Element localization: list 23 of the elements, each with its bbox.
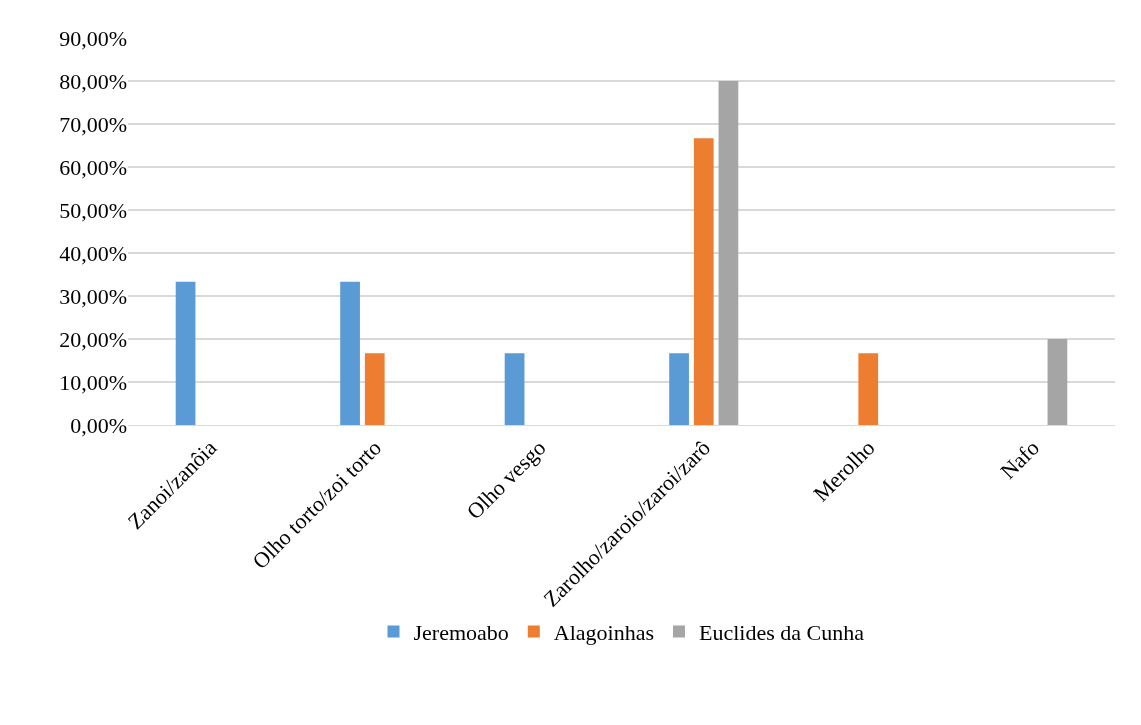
y-tick-label: 30,00% bbox=[59, 283, 127, 309]
x-tick-label: Nafo bbox=[995, 435, 1045, 484]
legend-label: Euclides da Cunha bbox=[699, 620, 865, 646]
bar bbox=[693, 138, 714, 425]
bar bbox=[364, 353, 385, 425]
bar bbox=[340, 281, 360, 425]
y-tick-label: 50,00% bbox=[59, 197, 127, 223]
y-tick-label: 80,00% bbox=[59, 68, 127, 94]
y-tick-label: 10,00% bbox=[59, 369, 127, 395]
y-tick-label: 0,00% bbox=[70, 412, 127, 438]
bar bbox=[718, 81, 739, 425]
bar bbox=[504, 353, 525, 425]
bar bbox=[175, 281, 196, 425]
bar bbox=[858, 353, 879, 425]
y-tick-label: 60,00% bbox=[59, 154, 127, 180]
bar bbox=[669, 353, 689, 425]
y-tick-label: 70,00% bbox=[59, 111, 127, 137]
legend-label: Jeremoabo bbox=[413, 620, 509, 646]
bar bbox=[1047, 339, 1068, 425]
legend-label: Alagoinhas bbox=[553, 620, 654, 646]
y-tick-label: 90,00% bbox=[59, 25, 127, 51]
y-tick-label: 40,00% bbox=[59, 240, 127, 266]
y-tick-label: 20,00% bbox=[59, 326, 127, 352]
